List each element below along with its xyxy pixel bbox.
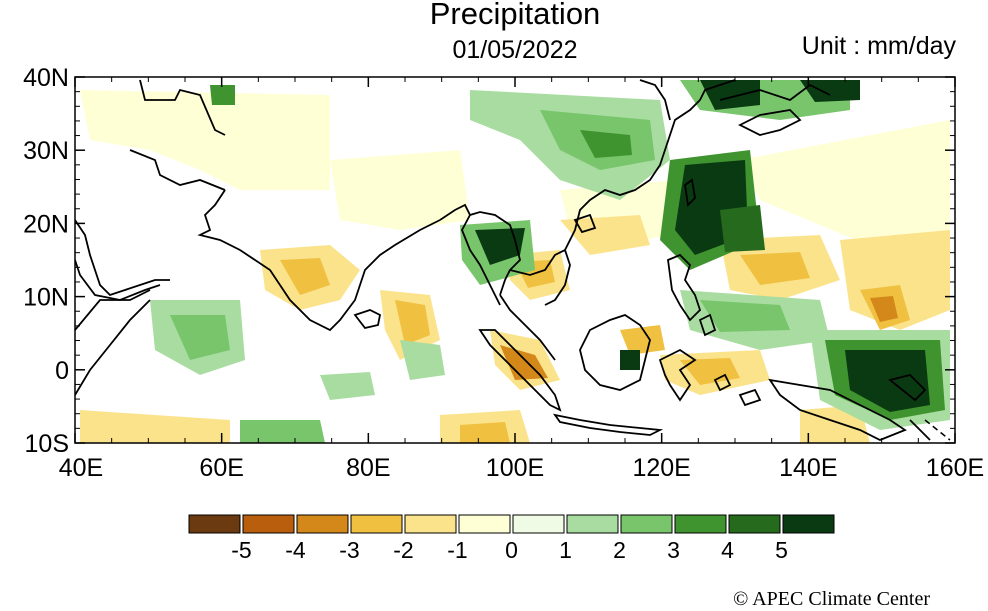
x-tick-label: 80E (346, 454, 390, 482)
colorbar-label: 1 (559, 537, 572, 563)
colorbar-swatch (404, 514, 457, 534)
coastlines (75, 79, 931, 441)
map-date: 01/05/2022 (452, 36, 578, 64)
y-tick-label: 10S (25, 430, 69, 458)
colorbar-swatch (782, 514, 835, 534)
dashed-boundary (924, 419, 951, 441)
x-tick-label: 100E (486, 454, 544, 482)
y-tick-label: 40N (23, 64, 69, 92)
unit-label: Unit : mm/day (801, 32, 956, 60)
colorbar-swatch (350, 514, 403, 534)
colorbar: -5 -4 -3 -2 -1 0 1 2 3 4 5 (188, 514, 835, 563)
y-tick-label: 30N (23, 137, 69, 165)
colorbar-label: -1 (447, 537, 467, 563)
copyright-label: © APEC Climate Center (733, 588, 930, 610)
colorbar-label: 0 (505, 537, 518, 563)
y-axis: 40N 30N 20N 10N 0 10S (23, 64, 955, 458)
colorbar-label: 5 (775, 537, 788, 563)
colorbar-swatch (728, 514, 781, 534)
y-tick-label: 20N (23, 210, 69, 238)
colorbar-swatch (242, 514, 295, 534)
colorbar-swatch (512, 514, 565, 534)
map-title: Precipitation (429, 0, 601, 31)
colorbar-label: 3 (667, 537, 680, 563)
x-tick-label: 160E (926, 454, 984, 482)
y-tick-label: 0 (55, 357, 69, 385)
colorbar-label: -2 (393, 537, 413, 563)
colorbar-label: 4 (721, 537, 734, 563)
x-axis: 40E 60E 80E 100E 120E 140E 160E (59, 77, 984, 482)
colorbar-label: -3 (339, 537, 359, 563)
colorbar-swatch (188, 514, 241, 534)
colorbar-swatch (296, 514, 349, 534)
colorbar-label: -5 (231, 537, 251, 563)
colorbar-swatch (674, 514, 727, 534)
colorbar-label: -4 (285, 537, 306, 563)
colorbar-swatch (458, 514, 511, 534)
x-tick-label: 60E (199, 454, 243, 482)
colorbar-swatch (620, 514, 673, 534)
x-tick-label: 120E (632, 454, 690, 482)
x-tick-label: 40E (59, 454, 103, 482)
colorbar-label: 2 (613, 537, 626, 563)
y-tick-label: 10N (23, 284, 69, 312)
colorbar-swatch (566, 514, 619, 534)
x-tick-label: 140E (779, 454, 837, 482)
